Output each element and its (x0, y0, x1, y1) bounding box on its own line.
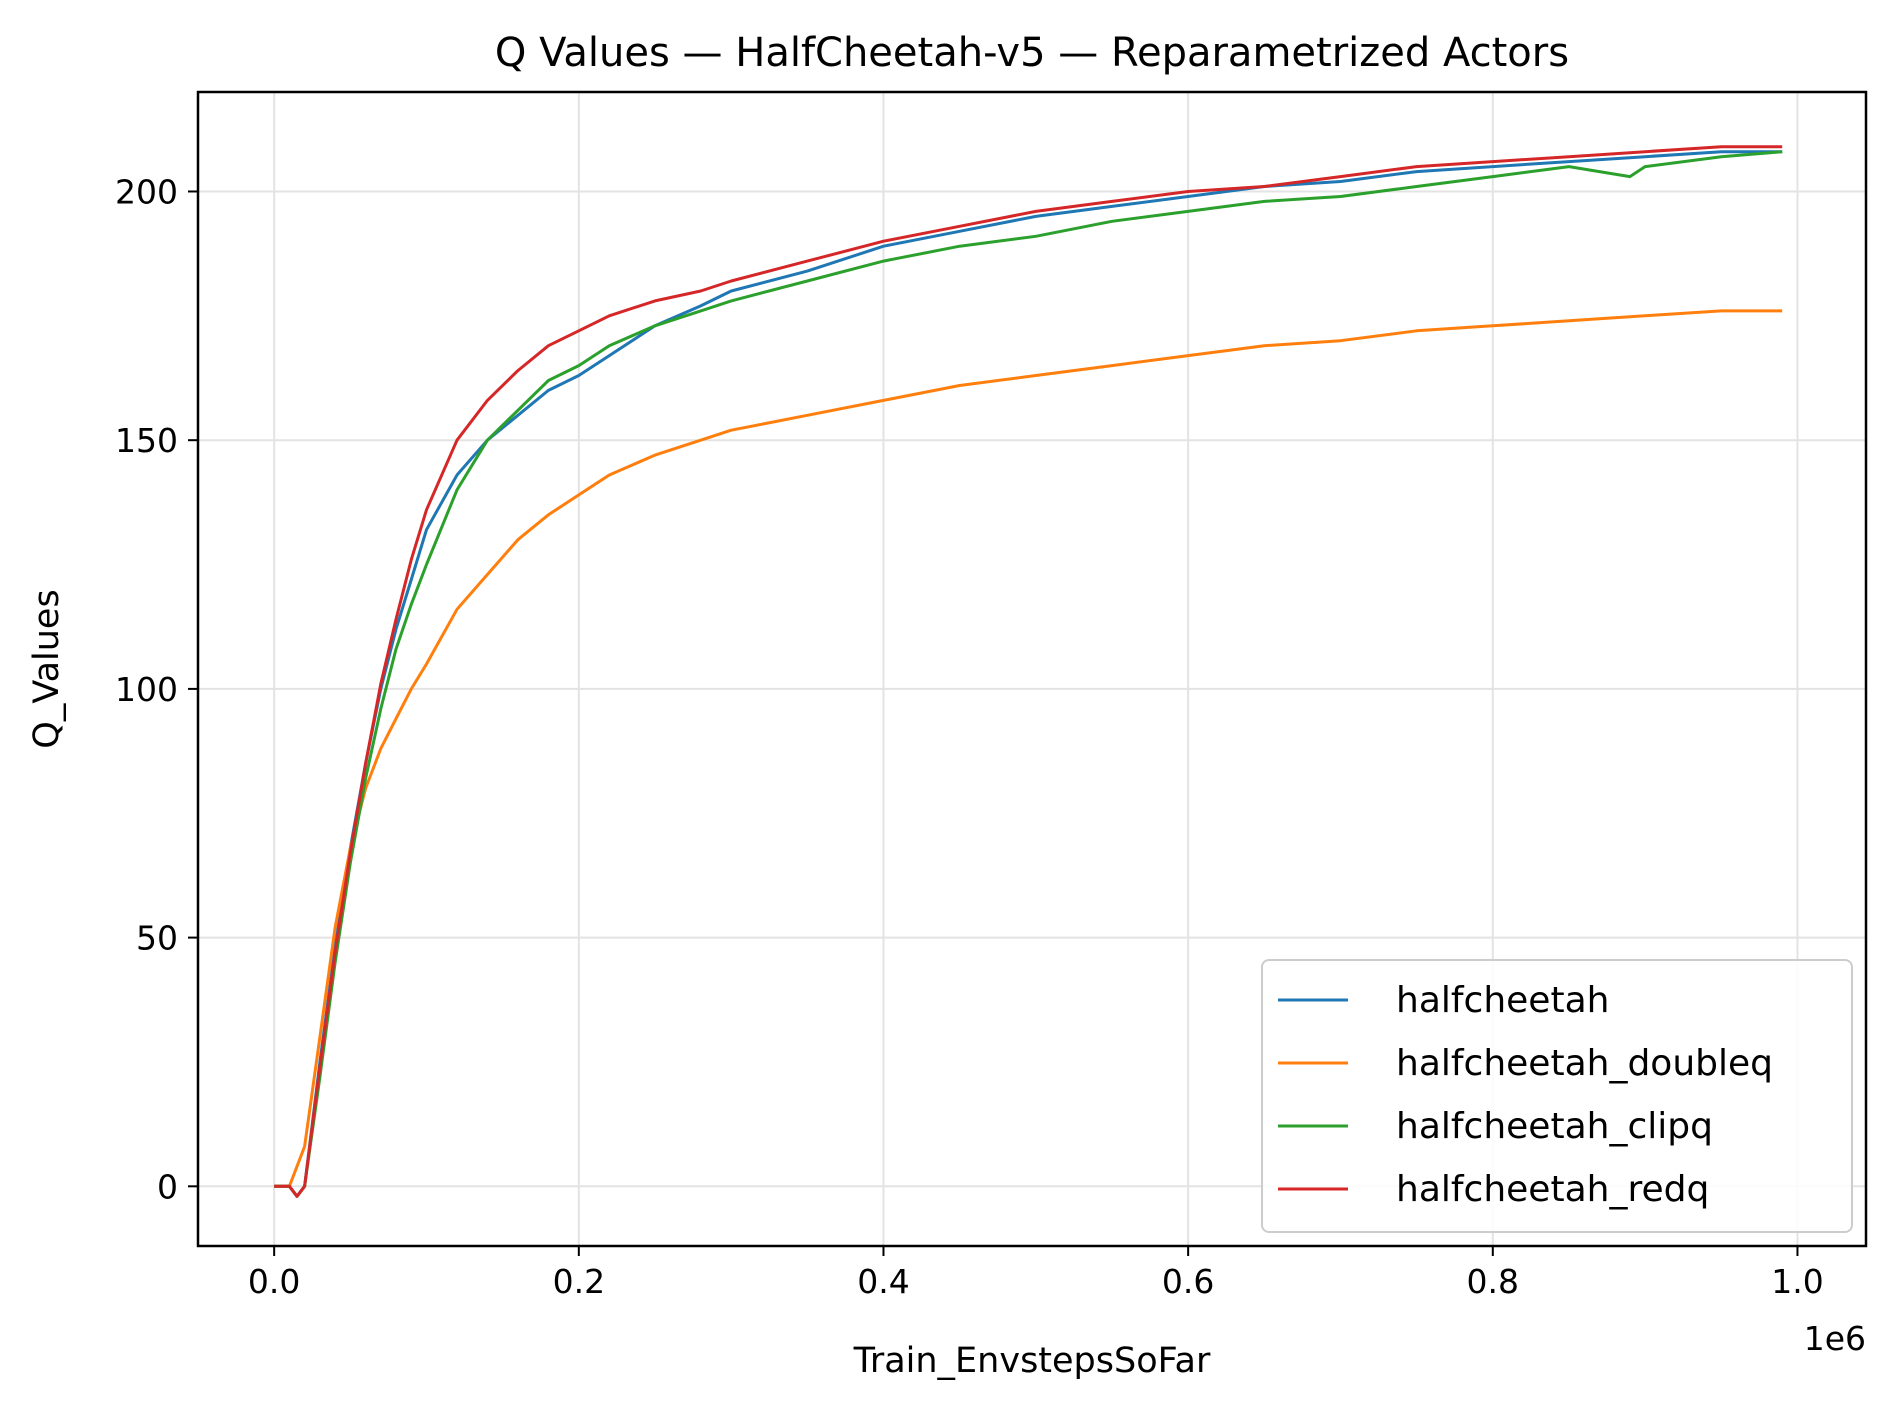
x-axis-offset-label: 1e6 (1804, 1319, 1866, 1358)
legend: halfcheetah halfcheetah_doubleq halfcheeta… (1261, 959, 1853, 1233)
legend-label-halfcheetah_redq: halfcheetah_redq (1396, 1169, 1709, 1210)
x-tick-label: 0.4 (857, 1262, 909, 1301)
legend-box (1261, 959, 1853, 1233)
series-line-halfcheetah_redq (274, 145, 1783, 1198)
x-tick-label: 0.6 (1162, 1262, 1214, 1301)
axis-ticks: 0.0 0.2 0.4 0.6 0.8 1.0 0 50 100 150 200 (115, 172, 1824, 1301)
y-tick-label: 200 (115, 172, 178, 211)
y-tick-label: 0 (157, 1167, 178, 1206)
series-line-halfcheetah_clipq (274, 150, 1783, 1198)
y-tick-label: 100 (115, 670, 178, 709)
legend-label-halfcheetah_doubleq: halfcheetah_doubleq (1396, 1043, 1773, 1084)
legend-label-halfcheetah_clipq: halfcheetah_clipq (1396, 1106, 1713, 1147)
y-axis-label: Q_Values (27, 589, 67, 748)
legend-label-halfcheetah: halfcheetah (1396, 980, 1609, 1021)
x-tick-label: 1.0 (1771, 1262, 1823, 1301)
grid-lines (198, 92, 1866, 1246)
y-tick-label: 150 (115, 421, 178, 460)
x-tick-label: 0.2 (553, 1262, 605, 1301)
chart-title: Q Values — HalfCheetah-v5 — Reparametriz… (495, 30, 1569, 76)
x-tick-label: 0.0 (248, 1262, 300, 1301)
series-lines (274, 145, 1783, 1198)
plot-frame (196, 90, 1868, 1248)
y-tick-label: 50 (136, 919, 178, 958)
x-axis-label: Train_EnvstepsSoFar (853, 1341, 1211, 1381)
x-tick-label: 0.8 (1467, 1262, 1519, 1301)
